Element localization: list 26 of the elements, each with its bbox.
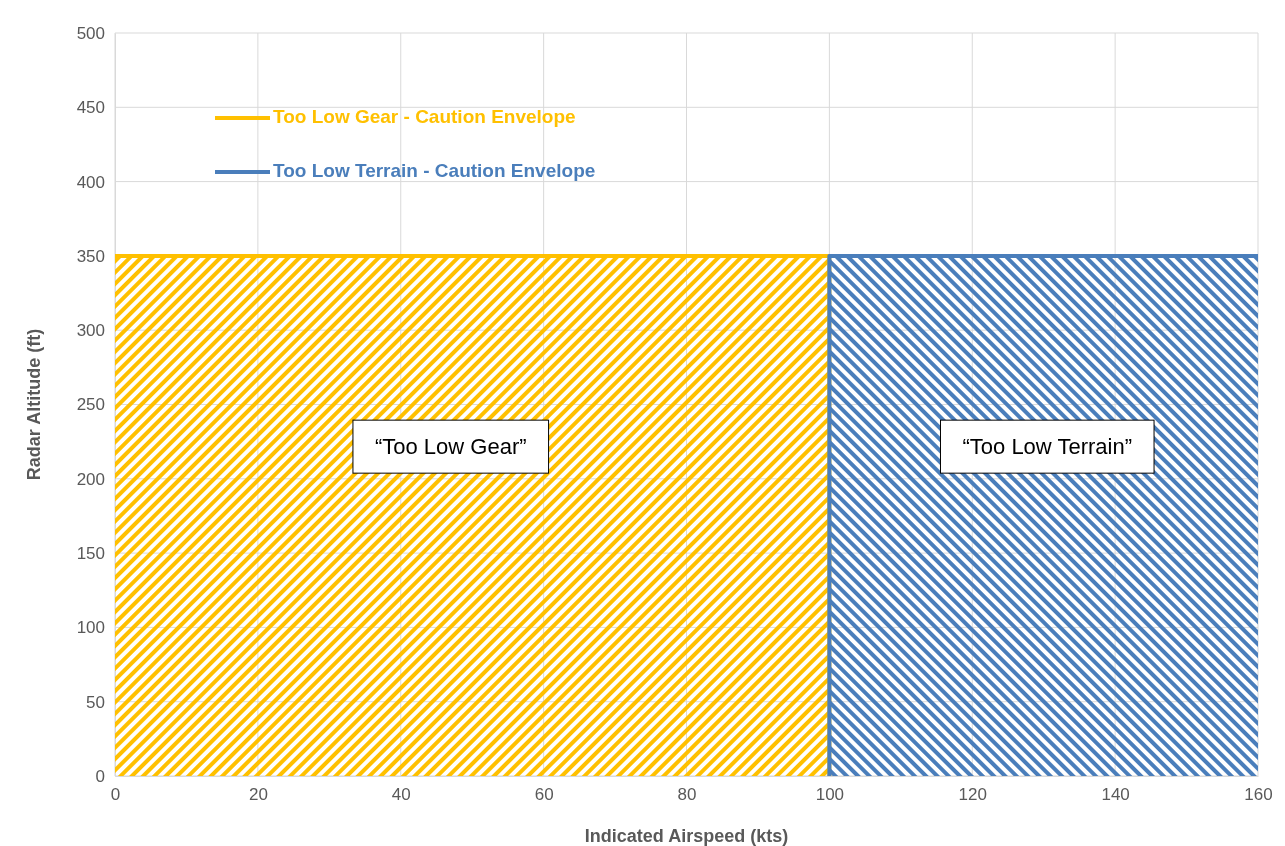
y-tick-label: 300 bbox=[76, 321, 105, 341]
y-tick-label: 400 bbox=[76, 172, 105, 192]
x-tick-label: 140 bbox=[1101, 785, 1130, 805]
y-tick-label: 0 bbox=[95, 766, 105, 786]
legend-label: Too Low Gear - Caution Envelope bbox=[273, 106, 576, 128]
x-tick-label: 60 bbox=[534, 785, 554, 805]
y-tick-label: 100 bbox=[76, 618, 105, 638]
y-tick-label: 500 bbox=[76, 23, 105, 43]
y-axis-title: Radar Altitude (ft) bbox=[24, 328, 44, 481]
x-tick-label: 20 bbox=[248, 785, 268, 805]
x-tick-label: 40 bbox=[391, 785, 411, 805]
x-tick-label: 80 bbox=[677, 785, 697, 805]
y-tick-label: 50 bbox=[86, 692, 105, 712]
x-tick-label: 160 bbox=[1244, 785, 1273, 805]
y-tick-label: 250 bbox=[76, 395, 105, 415]
y-tick-label: 200 bbox=[76, 469, 105, 489]
legend-label: Too Low Terrain - Caution Envelope bbox=[273, 160, 596, 182]
annotation: “Too Low Gear” bbox=[374, 434, 527, 460]
x-tick-label: 100 bbox=[815, 785, 845, 805]
y-tick-label: 350 bbox=[76, 246, 105, 266]
x-tick-label: 120 bbox=[958, 785, 987, 805]
y-tick-label: 450 bbox=[76, 98, 105, 118]
x-axis-title: Indicated Airspeed (kts) bbox=[584, 826, 789, 846]
x-tick-label: 0 bbox=[110, 785, 121, 805]
y-tick-label: 150 bbox=[76, 544, 105, 564]
annotation: “Too Low Terrain” bbox=[962, 434, 1133, 460]
